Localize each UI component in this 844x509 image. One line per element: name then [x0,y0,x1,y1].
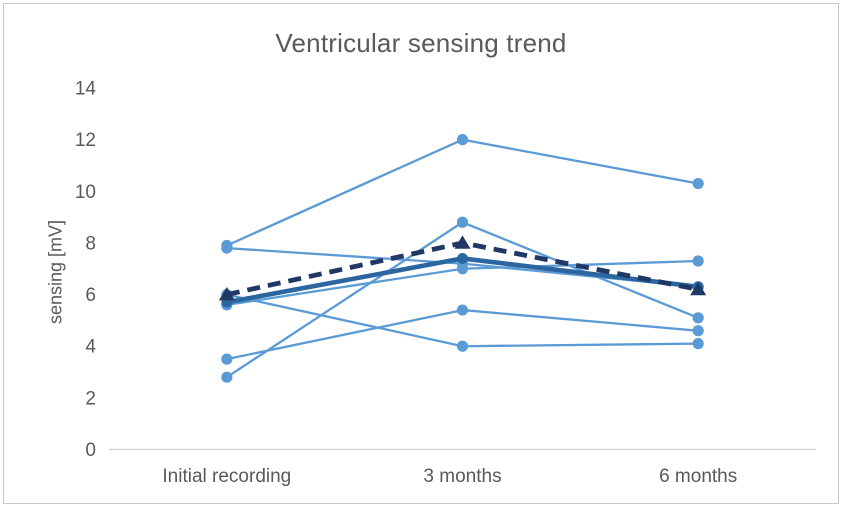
data-point-dashed-trend-1 [454,235,471,249]
data-point-patient-1-2 [692,177,704,190]
y-tick-label: 0 [85,440,96,461]
y-tick-label: 8 [85,233,96,254]
data-point-patient-4-1 [456,340,469,352]
chart-container: Ventricular sensing trend sensing [mV] 0… [3,3,839,504]
y-tick-label: 12 [75,130,96,151]
series-line-patient-4 [226,293,699,348]
y-tick-label: 10 [75,182,96,203]
data-point-patient-3-2 [692,255,704,267]
x-category-label: 6 months [659,466,737,487]
data-point-mean-trend-1 [457,253,468,264]
series-line-patient-1 [226,138,699,247]
y-tick-label: 14 [75,79,97,100]
data-point-patient-5-2 [692,325,704,337]
line-chart-plot-area: 0 2 4 6 8 10 12 14 Initial recording 3 months 6 mo… [75,79,816,487]
data-point-patient-3-1 [456,263,469,275]
y-tick-label: 4 [85,337,96,358]
data-point-patient-5-1 [456,304,469,316]
x-category-label: Initial recording [162,466,291,487]
data-point-patient-6-0 [221,371,233,383]
data-point-patient-4-2 [692,338,704,350]
data-point-dashed-trend-0 [218,286,235,301]
data-point-dashed-trend-2 [690,281,707,296]
data-point-patient-1-1 [456,134,469,146]
data-point-patient-6-1 [456,216,469,228]
y-tick-label: 2 [85,388,96,409]
x-category-label: 3 months [423,466,501,487]
data-point-patient-5-0 [221,353,233,365]
data-point-patient-2-0 [221,242,233,254]
data-point-patient-6-2 [692,312,704,324]
chart-title: Ventricular sensing trend [275,28,567,58]
y-tick-label: 6 [85,285,96,306]
